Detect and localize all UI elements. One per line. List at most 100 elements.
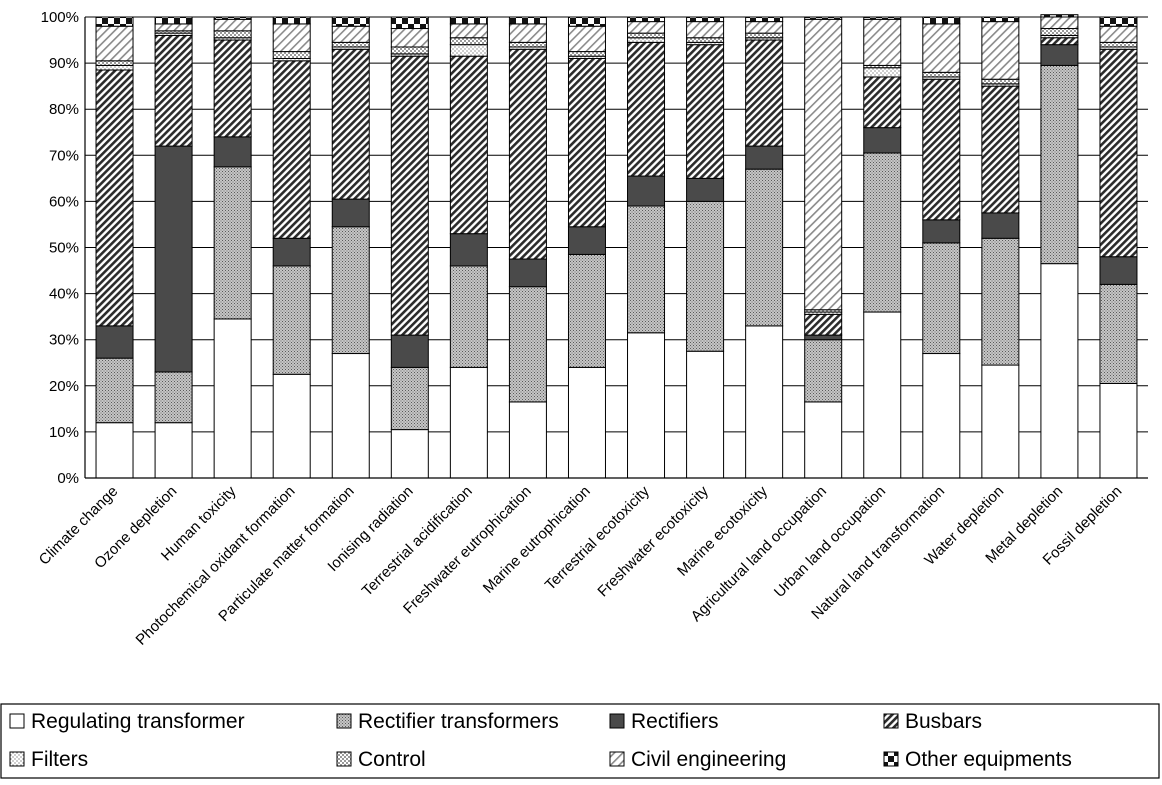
bar-segment-rectifier-transformers bbox=[627, 205, 666, 334]
legend-swatch bbox=[609, 751, 625, 767]
bar-stack-terrestrial-acidification bbox=[449, 16, 488, 479]
legend-swatch bbox=[336, 713, 352, 729]
bar-segment-regulating-transformer bbox=[390, 429, 429, 479]
legend-item-control: Control bbox=[336, 748, 426, 771]
bar-segment-rectifier-transformers bbox=[1099, 283, 1138, 384]
bar-segment-busbars bbox=[272, 60, 311, 239]
bar-segment-busbars bbox=[508, 48, 547, 260]
legend-swatch bbox=[9, 751, 25, 767]
bar-segment-control bbox=[627, 32, 666, 39]
bar-segment-rectifier-transformers bbox=[567, 253, 606, 368]
bar-segment-civil-engineering bbox=[1099, 25, 1138, 43]
legend-item-rectifier-transformers: Rectifier transformers bbox=[336, 710, 559, 733]
bar-segment-rectifier-transformers bbox=[745, 168, 784, 327]
legend-swatch bbox=[609, 713, 625, 729]
legend-label: Rectifier transformers bbox=[358, 710, 559, 733]
legend-item-regulating-transformer: Regulating transformer bbox=[9, 710, 245, 733]
bar-segment-other-equipments bbox=[449, 16, 488, 25]
bar-segment-rectifiers bbox=[567, 226, 606, 255]
bar-segment-control bbox=[981, 78, 1020, 85]
bar-segment-rectifiers bbox=[213, 136, 252, 168]
bar-segment-civil-engineering bbox=[449, 23, 488, 39]
bar-segment-control bbox=[567, 51, 606, 57]
bar-segment-other-equipments bbox=[981, 16, 1020, 23]
y-tick-label: 40% bbox=[49, 286, 79, 303]
bar-segment-rectifiers bbox=[686, 177, 725, 202]
x-tick-label: Freshwater ecotoxicity bbox=[594, 482, 712, 600]
bar-segment-busbars bbox=[1040, 37, 1079, 46]
bar-segment-regulating-transformer bbox=[95, 422, 134, 479]
bar-segment-rectifier-transformers bbox=[154, 371, 193, 424]
bar-segment-control bbox=[745, 32, 784, 39]
bar-stack-ozone-depletion bbox=[154, 16, 193, 479]
bar-segment-control bbox=[95, 60, 134, 66]
bar-segment-other-equipments bbox=[1040, 14, 1079, 18]
legend-swatch bbox=[883, 713, 899, 729]
legend-label: Other equipments bbox=[905, 748, 1072, 771]
bar-segment-filters bbox=[95, 64, 134, 71]
y-tick-label: 100% bbox=[41, 9, 79, 26]
gridlines bbox=[85, 16, 1148, 479]
legend-label: Filters bbox=[31, 748, 88, 771]
bar-segment-rectifiers bbox=[154, 145, 193, 373]
bar-segment-civil-engineering bbox=[508, 23, 547, 43]
legend-item-filters: Filters bbox=[9, 748, 88, 771]
bar-stack-fossil-depletion bbox=[1099, 16, 1138, 479]
y-tick-label: 90% bbox=[49, 55, 79, 72]
bar-segment-rectifiers bbox=[449, 233, 488, 267]
bar-segment-civil-engineering bbox=[567, 25, 606, 53]
bar-segment-regulating-transformer bbox=[213, 318, 252, 479]
bar-segment-rectifier-transformers bbox=[272, 265, 311, 375]
bar-segment-busbars bbox=[567, 57, 606, 228]
bar-segment-other-equipments bbox=[213, 16, 252, 20]
bar-segment-filters bbox=[627, 37, 666, 43]
bar-stack-human-toxicity bbox=[213, 16, 252, 479]
bar-stack-climate-change bbox=[95, 16, 134, 479]
bar-segment-filters bbox=[449, 44, 488, 57]
bar-segment-busbars bbox=[213, 39, 252, 138]
bar-segment-rectifiers bbox=[1099, 256, 1138, 285]
bar-segment-rectifiers bbox=[922, 219, 961, 244]
bar-stack-water-depletion bbox=[981, 16, 1020, 479]
bar-segment-civil-engineering bbox=[922, 23, 961, 73]
bar-segment-civil-engineering bbox=[863, 18, 902, 66]
bar-segment-busbars bbox=[390, 55, 429, 336]
bar-segment-busbars bbox=[331, 48, 370, 200]
bar-stack-freshwater-eutrophication bbox=[508, 16, 547, 479]
bar-segment-other-equipments bbox=[922, 16, 961, 25]
bar-segment-regulating-transformer bbox=[922, 353, 961, 479]
bar-segment-civil-engineering bbox=[154, 23, 193, 32]
bar-segment-control bbox=[1099, 41, 1138, 48]
bar-segment-other-equipments bbox=[804, 16, 843, 20]
bar-segment-busbars bbox=[981, 85, 1020, 214]
legend-label: Regulating transformer bbox=[31, 710, 245, 733]
bar-segment-regulating-transformer bbox=[1040, 263, 1079, 479]
y-tick-label: 10% bbox=[49, 424, 79, 441]
bar-segment-civil-engineering bbox=[390, 28, 429, 48]
bar-segment-rectifiers bbox=[804, 334, 843, 341]
bar-stack-agricultural-land-occupation bbox=[804, 16, 843, 479]
bar-segment-control bbox=[272, 51, 311, 59]
bar-segment-other-equipments bbox=[272, 16, 311, 25]
bar-stack-marine-eutrophication bbox=[567, 16, 606, 479]
bar-segment-other-equipments bbox=[686, 16, 725, 23]
bar-segment-other-equipments bbox=[863, 16, 902, 20]
bar-stack-metal-depletion bbox=[1040, 14, 1079, 479]
bar-segment-rectifier-transformers bbox=[804, 339, 843, 403]
bar-segment-rectifiers bbox=[863, 127, 902, 154]
bar-stacks bbox=[95, 14, 1138, 479]
bar-segment-civil-engineering bbox=[686, 21, 725, 39]
bar-segment-rectifiers bbox=[508, 258, 547, 288]
bar-segment-rectifier-transformers bbox=[390, 366, 429, 431]
bar-segment-rectifiers bbox=[981, 212, 1020, 239]
bar-segment-control bbox=[390, 46, 429, 55]
bar-segment-control bbox=[213, 30, 252, 39]
bar-segment-other-equipments bbox=[745, 16, 784, 23]
legend-label: Busbars bbox=[905, 710, 982, 733]
legend-swatch bbox=[336, 751, 352, 767]
legend-item-civil-engineering: Civil engineering bbox=[609, 748, 786, 771]
bar-segment-busbars bbox=[627, 41, 666, 177]
bar-segment-busbars bbox=[154, 34, 193, 147]
bar-segment-rectifiers bbox=[390, 334, 429, 368]
